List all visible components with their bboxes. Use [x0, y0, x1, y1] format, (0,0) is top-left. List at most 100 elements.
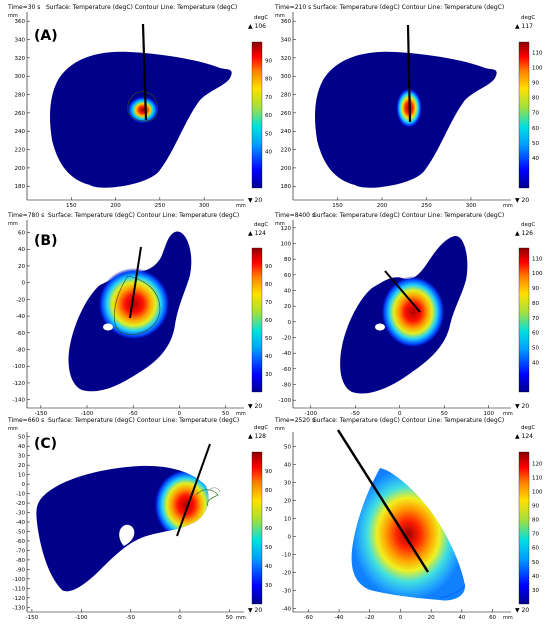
- y-tick-label: 0: [288, 320, 292, 326]
- time-label: Time=2520 s: [274, 417, 315, 424]
- y-tick-label: 340: [15, 38, 26, 44]
- x-unit-label: mm: [503, 411, 513, 417]
- y-tick-label: -30: [16, 511, 25, 517]
- y-tick-label: 240: [281, 129, 292, 135]
- y-tick-label: 20: [18, 264, 25, 270]
- y-axis: 50 40 30 20 10 0 -10 -20 -30 -40 -50 -60 -70 -80 -90 -1…: [13, 432, 30, 612]
- surface-label: Surface: Temperature (degC) Contour Line…: [46, 4, 237, 11]
- needle-probe: [129, 246, 142, 319]
- y-tick-label: 60: [284, 273, 291, 279]
- panel-6: Time=2520 s Surface: Temperature (degC) …: [274, 417, 543, 621]
- x-tick-label: 200: [377, 203, 388, 209]
- y-axis: 120 100 80 60 40 20 0 -20 -40 -60 -80 -100: [279, 220, 296, 408]
- y-tick-label: 340: [281, 38, 292, 44]
- y-tick-label: 280: [281, 93, 292, 99]
- colorbar-tick-label: 90: [265, 469, 272, 475]
- colorbar-tick-label: 110: [532, 256, 543, 262]
- y-tick-label: -20: [16, 297, 25, 303]
- colorbar-tick-label: 120: [532, 461, 543, 467]
- y-tick-label: 180: [15, 184, 26, 190]
- colorbar-min-label: ▼ 20: [515, 607, 529, 614]
- colorbar-tick-label: 40: [265, 354, 272, 360]
- y-tick-label: 100: [281, 242, 292, 248]
- y-tick-label: 260: [281, 111, 292, 117]
- panel-2: Time=210 s Surface: Temperature (degC) C…: [274, 4, 543, 209]
- y-tick-label: 220: [15, 148, 26, 154]
- y-tick-label: -20: [282, 336, 291, 342]
- y-axis: 360 340 320 300 280 260 240 220 200 180: [281, 12, 296, 200]
- colorbar-tick-label: 40: [532, 156, 539, 162]
- hot-zone: [127, 96, 159, 124]
- y-tick-label: -40: [16, 314, 25, 320]
- y-tick-label: -60: [282, 367, 291, 373]
- colorbar-tick-label: 80: [265, 77, 272, 83]
- x-tick-label: 300: [466, 203, 477, 209]
- colorbar-tick-label: 110: [532, 475, 543, 481]
- surface-label: Surface: Temperature (degC) Contour Line…: [313, 417, 504, 424]
- colorbar-tick-label: 70: [265, 300, 272, 306]
- colorbar-tick-label: 80: [265, 488, 272, 494]
- plot-area: [336, 429, 466, 601]
- x-tick-label: -150: [35, 411, 48, 417]
- x-unit-label: mm: [236, 203, 246, 209]
- colorbar-gradient: [251, 41, 263, 189]
- colorbar-tick-label: 50: [532, 141, 539, 147]
- x-axis: 150 200 250 300 mm: [27, 197, 246, 209]
- y-tick-label: 220: [281, 148, 292, 154]
- colorbar-tick-label: 100: [532, 489, 543, 495]
- x-unit-label: mm: [236, 615, 246, 621]
- y-tick-label: 0: [22, 482, 26, 488]
- unit-label: mm: [8, 221, 18, 227]
- unit-label: mm: [275, 13, 285, 19]
- isotherm-contour: [205, 487, 221, 495]
- colorbar-tick-label: 50: [265, 131, 272, 137]
- colorbar-unit: degC: [254, 222, 268, 228]
- colorbar: degC ▲ 124 90 80 70 60 50 40 30 ▼ 20: [248, 222, 272, 410]
- needle-probe: [176, 443, 211, 537]
- y-tick-label: 30: [284, 480, 291, 486]
- y-tick-label: 50: [284, 444, 291, 450]
- colorbar-max-label: ▲ 106: [248, 23, 266, 30]
- colorbar-tick-label: 80: [532, 301, 539, 307]
- plot-area: [340, 235, 468, 394]
- colorbar-tick-label: 60: [532, 331, 539, 337]
- colorbar-max-label: ▲ 117: [515, 23, 533, 30]
- y-tick-label: 200: [15, 166, 26, 172]
- colorbar: degC ▲ 124 120 110 100 90 80 70 60 50 40 30 ▼ 20: [515, 425, 543, 614]
- colorbar-tick-label: 90: [532, 503, 539, 509]
- colorbar-min-label: ▼ 20: [248, 607, 262, 614]
- x-tick-label: 150: [66, 203, 77, 209]
- hot-zone: [98, 268, 170, 340]
- colorbar-tick-label: 50: [265, 336, 272, 342]
- colorbar-tick-label: 60: [265, 318, 272, 324]
- y-tick-label: -90: [16, 567, 25, 573]
- colorbar-unit: degC: [521, 425, 535, 431]
- x-tick-label: 50: [222, 411, 229, 417]
- y-tick-label: 40: [284, 462, 291, 468]
- colorbar-tick-label: 70: [265, 95, 272, 101]
- x-tick-label: -50: [126, 615, 135, 621]
- x-axis: -150 -100 -50 0 50 mm: [27, 405, 246, 417]
- x-tick-label: -40: [335, 615, 344, 621]
- isotherm-contour: [439, 584, 466, 599]
- needle-probe: [406, 24, 412, 123]
- colorbar-tick-label: 40: [532, 360, 539, 366]
- x-unit-label: mm: [236, 411, 246, 417]
- plot-area: [36, 443, 221, 592]
- colorbar-unit: degC: [521, 222, 535, 228]
- needle-probe: [141, 23, 148, 121]
- y-tick-label: 300: [15, 74, 26, 80]
- y-tick-label: -80: [16, 558, 25, 564]
- colorbar-tick-label: 30: [532, 588, 539, 594]
- colorbar-tick-label: 80: [532, 96, 539, 102]
- colorbar-tick-label: 30: [265, 372, 272, 378]
- unit-label: mm: [8, 13, 18, 19]
- y-tick-label: 300: [281, 74, 292, 80]
- time-label: Time=210 s: [274, 4, 311, 11]
- x-tick-label: -100: [75, 615, 88, 621]
- y-tick-label: 360: [281, 19, 292, 25]
- colorbar-tick-label: 40: [265, 564, 272, 570]
- y-tick-label: -20: [282, 570, 291, 576]
- panel-4: Time=8400 s Surface: Temperature (degC) …: [274, 212, 543, 417]
